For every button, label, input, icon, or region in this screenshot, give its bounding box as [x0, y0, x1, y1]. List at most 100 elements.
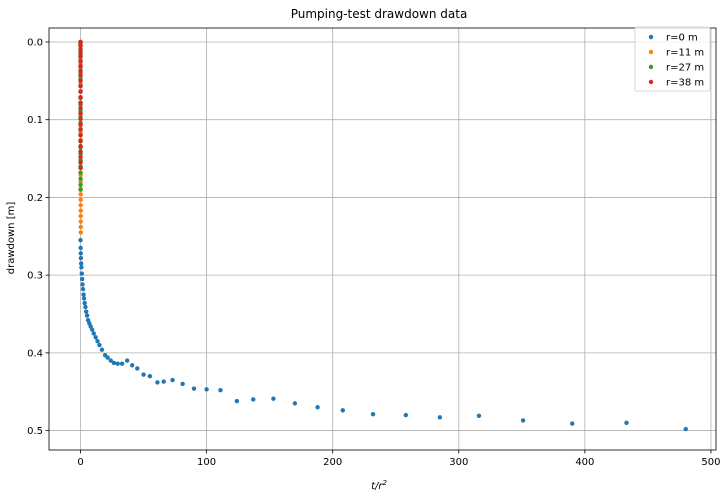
- data-point: [83, 309, 89, 314]
- data-point: [78, 182, 83, 188]
- y-tick-label: 0.0: [27, 37, 43, 48]
- data-point: [251, 397, 256, 402]
- data-point: [83, 304, 88, 310]
- chart-title: Pumping-test drawdown data: [291, 7, 468, 21]
- data-point: [81, 296, 87, 301]
- data-point: [78, 89, 83, 94]
- data-point: [78, 63, 83, 69]
- data-point: [315, 405, 320, 410]
- data-point: [78, 179, 83, 185]
- data-point: [292, 401, 298, 406]
- x-tick-label: 400: [575, 457, 594, 468]
- data-point: [115, 361, 120, 366]
- data-point: [99, 347, 105, 352]
- data-point: [78, 202, 83, 208]
- data-point: [78, 208, 83, 213]
- data-point: [78, 94, 83, 100]
- data-point: [78, 54, 83, 59]
- data-point: [130, 363, 135, 368]
- y-tick-label: 0.4: [27, 348, 43, 359]
- y-tick-label: 0.1: [27, 115, 43, 126]
- legend-marker: [648, 64, 654, 70]
- legend-label: r=11 m: [666, 48, 704, 59]
- data-point: [111, 360, 117, 366]
- data-point: [82, 300, 87, 306]
- data-point: [78, 261, 84, 266]
- data-point: [108, 358, 113, 363]
- data-point: [78, 59, 83, 64]
- legend-label: r=38 m: [666, 78, 704, 89]
- data-point: [135, 366, 140, 371]
- data-point: [78, 154, 83, 160]
- data-point: [91, 331, 96, 336]
- x-tick-label: 100: [197, 457, 216, 468]
- data-point: [78, 255, 84, 261]
- data-point: [78, 187, 83, 192]
- data-point: [78, 105, 83, 111]
- legend: r=0 m r=11 m r=27 m r=38 m: [634, 26, 711, 92]
- data-point: [78, 84, 83, 89]
- series-r-0-m: [78, 237, 688, 432]
- data-point: [78, 127, 83, 133]
- data-point: [520, 418, 526, 423]
- plot-frame: [48, 27, 717, 451]
- legend-marker: [648, 79, 654, 85]
- legend-marker: [648, 34, 654, 40]
- legend-label: r=27 m: [666, 63, 704, 74]
- data-point: [78, 122, 83, 127]
- data-point: [204, 387, 209, 392]
- data-point: [141, 372, 146, 377]
- y-tick-label: 0.2: [27, 193, 43, 204]
- data-point: [78, 73, 83, 78]
- data-point: [476, 413, 482, 419]
- x-tick-label: 300: [449, 457, 468, 468]
- x-axis-label-sup: 2: [382, 479, 387, 487]
- data-point: [191, 386, 197, 391]
- data-point: [437, 415, 443, 420]
- data-point: [97, 342, 102, 348]
- data-point: [570, 421, 575, 426]
- data-point: [78, 176, 83, 181]
- axis-ticks: 0 100 200 300 400 500 0.0 0.1 0.2 0.3 0.4 0.5: [27, 37, 720, 468]
- data-point: [78, 251, 83, 256]
- data-points: [78, 39, 688, 432]
- y-axis-label: drawdown [m]: [6, 202, 17, 275]
- data-point: [78, 143, 83, 149]
- data-point: [340, 408, 345, 413]
- data-point: [84, 313, 90, 318]
- y-tick-label: 0.3: [27, 271, 43, 282]
- data-point: [78, 111, 83, 116]
- data-point: [89, 327, 95, 332]
- data-point: [81, 292, 86, 297]
- data-point: [79, 271, 84, 276]
- x-axis-label-base: t/r: [371, 481, 383, 492]
- data-point: [78, 100, 83, 105]
- data-point: [78, 245, 83, 251]
- data-point: [218, 387, 223, 393]
- data-point: [370, 412, 376, 417]
- data-point: [683, 426, 688, 432]
- data-point: [78, 149, 83, 154]
- data-point: [403, 412, 409, 418]
- data-point: [80, 282, 85, 287]
- data-point: [93, 335, 98, 340]
- data-point: [78, 116, 83, 122]
- x-tick-label: 0: [77, 457, 83, 468]
- data-point: [78, 138, 83, 143]
- data-point: [170, 377, 175, 383]
- x-axis-label: t/r2: [371, 479, 387, 492]
- data-point: [105, 355, 110, 360]
- legend-marker: [648, 49, 654, 55]
- y-tick-label: 0.5: [27, 426, 43, 437]
- data-point: [147, 373, 153, 379]
- data-point: [78, 224, 83, 230]
- data-point: [271, 396, 276, 401]
- data-point: [78, 78, 83, 84]
- data-point: [78, 237, 83, 243]
- data-point: [180, 381, 185, 387]
- data-point: [78, 165, 83, 171]
- legend-label: r=0 m: [666, 33, 698, 44]
- data-point: [95, 338, 100, 344]
- data-point: [161, 379, 166, 384]
